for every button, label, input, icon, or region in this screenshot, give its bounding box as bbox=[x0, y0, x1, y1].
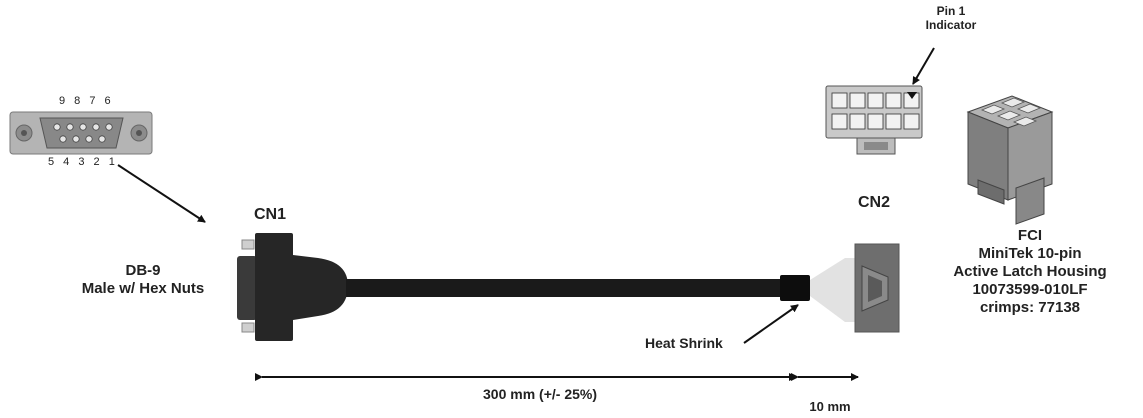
shrink-length-label: 10 mm bbox=[809, 399, 851, 414]
housing-3d-view bbox=[966, 95, 1054, 225]
pin1-indicator-label: Pin 1 Indicator bbox=[916, 4, 986, 32]
fci-description-line: crimps: 77138 bbox=[979, 299, 1081, 316]
fci-description: FCI MiniTek 10-pin Active Latch Housing … bbox=[920, 227, 1140, 317]
cn1-label: CN1 bbox=[254, 206, 287, 223]
fci-description-line: Active Latch Housing bbox=[953, 263, 1107, 280]
db9-pointer-arrow bbox=[117, 164, 206, 223]
pin1-label-line: Pin 1 bbox=[936, 4, 966, 18]
db9-description-line: DB-9 bbox=[125, 262, 161, 279]
db9-pin-numbers-top: 9 8 7 6 bbox=[59, 95, 114, 107]
heat-shrink-label: Heat Shrink bbox=[645, 335, 723, 351]
pin1-label-line: Indicator bbox=[925, 18, 977, 32]
db9-description: DB-9 Male w/ Hex Nuts bbox=[48, 262, 238, 298]
cable bbox=[346, 279, 784, 297]
cable-length-label: 300 mm (+/- 25%) bbox=[483, 386, 597, 402]
housing-front-view bbox=[825, 85, 923, 155]
fci-description-line: 10073599-010LF bbox=[972, 281, 1088, 298]
pin1-arrow bbox=[912, 47, 935, 85]
heat-shrink-arrow bbox=[743, 304, 799, 344]
db9-photo bbox=[9, 111, 153, 155]
heat-shrink bbox=[780, 275, 810, 301]
cn2-label: CN2 bbox=[858, 194, 891, 211]
db9-pin-numbers-bottom: 5 4 3 2 1 bbox=[48, 156, 118, 168]
fci-description-line: MiniTek 10-pin bbox=[978, 245, 1082, 262]
cn2-housing bbox=[810, 243, 900, 333]
cn1-connector bbox=[237, 233, 348, 341]
db9-description-line: Male w/ Hex Nuts bbox=[81, 280, 205, 297]
fci-description-line: FCI bbox=[1017, 227, 1043, 244]
